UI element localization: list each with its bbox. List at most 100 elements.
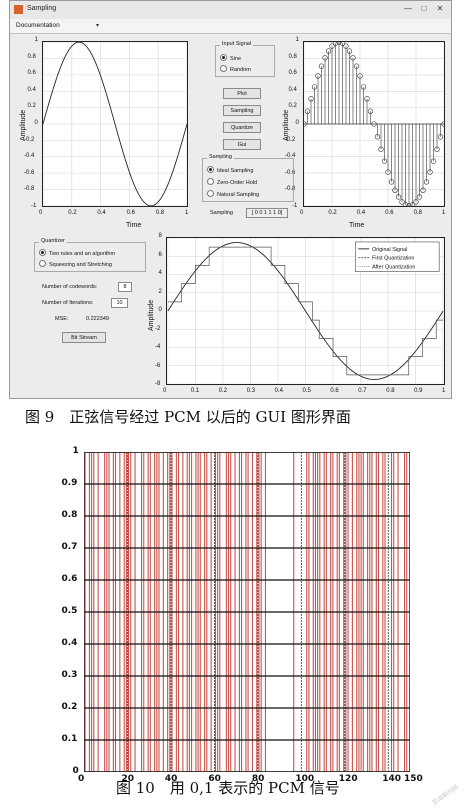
x-tick-label: 60 (208, 774, 221, 784)
radio-dot-icon (39, 260, 46, 267)
y-tick-label: 6 (158, 251, 162, 258)
y-tick-label: 0 (34, 120, 38, 126)
radio-dot-icon (207, 190, 214, 197)
input-signal-title: Input Signal (220, 41, 254, 47)
sample-point (329, 43, 335, 49)
caption-figure-10: 图 10 用 0,1 表示的 PCM 信号 (116, 779, 340, 797)
x-tick-label: 0.4 (356, 210, 366, 216)
sample-point (325, 48, 332, 54)
y-tick-label: 0.8 (61, 510, 78, 520)
y-tick-label: -0.4 (285, 153, 296, 160)
y-tick-label: -0.6 (285, 169, 296, 176)
y-tick-label: -1 (292, 203, 298, 209)
radio-zero-order-hold[interactable]: Zero-Order Hold (207, 178, 257, 186)
x-tick-label: 0.6 (330, 388, 339, 394)
x-tick-label: 0 (300, 210, 304, 216)
y-tick-label: 1 (34, 37, 38, 43)
radio-ideal-sampling[interactable]: Ideal Sampling (207, 166, 253, 174)
y-tick-label: 1 (295, 37, 299, 43)
y-tick-label: 0.4 (288, 86, 297, 93)
y-tick-label: 0 (158, 307, 162, 313)
legend-label: Original Signal (372, 247, 407, 253)
codewords-label: Number of codewords: (42, 284, 98, 290)
sample-point (343, 43, 349, 49)
plot3-axes[interactable]: Original Signal First Quantization After Q… (166, 237, 445, 385)
x-tick-label: 0 (163, 388, 167, 394)
y-tick-label: 0.4 (27, 86, 36, 93)
sample-point (399, 199, 405, 205)
sample-point (430, 158, 437, 164)
menu-arrow-icon[interactable]: ▾ (96, 23, 100, 29)
sampling-button[interactable]: Sampling (223, 105, 261, 116)
sample-point (304, 121, 307, 127)
radio-sine[interactable]: Sine (220, 54, 241, 62)
x-tick-label: 0 (39, 210, 43, 216)
sample-point (416, 194, 423, 200)
sample-point (332, 42, 339, 46)
x-tick-label: 100 (295, 774, 315, 784)
maximize-button[interactable]: □ (421, 4, 427, 13)
sample-point (367, 108, 374, 114)
y-tick-label: -0.2 (24, 136, 35, 143)
radio-dot-icon (220, 65, 227, 72)
radio-random[interactable]: Random (220, 65, 251, 73)
menu-bar: Documentation ▾ (10, 19, 451, 34)
sample-point (318, 63, 325, 69)
radio-natural-sampling[interactable]: Natural Sampling (207, 190, 259, 198)
x-tick-label: 1 (442, 210, 446, 216)
quantize-button[interactable]: Quantize (223, 122, 261, 133)
y-tick-label: 0.8 (27, 53, 36, 60)
sampling-panel: Sampling Ideal Sampling Zero-Order Hold … (202, 154, 294, 202)
x-tick-label: 0.7 (358, 388, 367, 394)
sample-point (339, 42, 346, 46)
caption-figure-9: 图 9 正弦信号经过 PCM 以后的 GUI 图形界面 (25, 408, 351, 426)
plot-button[interactable]: Plot (223, 88, 261, 99)
sample-point (311, 84, 318, 90)
y-tick-label: 0.6 (27, 70, 36, 77)
radio-dot-icon (39, 249, 46, 256)
plot1-xlabel: Time (126, 222, 142, 229)
sample-point (423, 179, 430, 185)
sample-point (350, 55, 356, 61)
x-tick-label: 0.2 (68, 210, 77, 216)
x-tick-label: 0 (78, 774, 85, 784)
y-tick-label: -8 (155, 381, 161, 387)
y-tick-label: 0.6 (61, 574, 78, 584)
sampling-title: Sampling (207, 154, 234, 160)
close-button[interactable]: ✕ (436, 4, 444, 13)
y-tick-label: 4 (158, 270, 162, 276)
y-tick-label: 0.2 (288, 103, 297, 110)
bit-stream-button[interactable]: Bit Stream (62, 332, 106, 343)
legend-box (355, 241, 440, 272)
x-tick-label: 0.6 (385, 210, 394, 216)
mse-value: 0.222349 (86, 316, 109, 322)
minimize-button[interactable]: — (404, 4, 412, 13)
sample-point (413, 199, 419, 205)
legend-label: First Quantization (372, 256, 414, 262)
menu-documentation[interactable]: Documentation (16, 22, 60, 29)
sine-line (43, 42, 187, 206)
sampling-code-label: Sampling (210, 210, 233, 216)
radio-two-rules[interactable]: Two rules and an algorithm (39, 249, 115, 257)
y-tick-label: 8 (158, 233, 162, 239)
plot1-axes[interactable] (42, 41, 188, 207)
mse-label: MSE: (55, 316, 69, 322)
x-tick-label: 0.2 (218, 388, 228, 394)
plot3-ylabel: Amplitude (148, 299, 155, 331)
gui-button[interactable]: Gui (223, 139, 261, 150)
original-signal-line (167, 242, 444, 380)
iterations-field[interactable]: 10 (111, 298, 128, 308)
y-tick-label: -0.8 (24, 186, 35, 193)
sample-point (427, 169, 433, 175)
quantizer-panel: Quantizer Two rules and an algorithm Squ… (34, 238, 146, 272)
sample-point (434, 146, 440, 152)
input-signal-panel: Input Signal Sine Random (215, 41, 275, 77)
sampling-code-field[interactable]: [ 0 0 1 1 1 0] (246, 208, 288, 218)
x-tick-label: 20 (121, 774, 134, 784)
sample-point (374, 134, 381, 140)
radio-squeezing[interactable]: Squeezing and Stretching (39, 260, 112, 268)
sample-point (406, 203, 412, 206)
codewords-field[interactable]: 8 (118, 282, 132, 292)
sample-point (364, 96, 370, 102)
plot2-axes[interactable] (303, 41, 445, 207)
